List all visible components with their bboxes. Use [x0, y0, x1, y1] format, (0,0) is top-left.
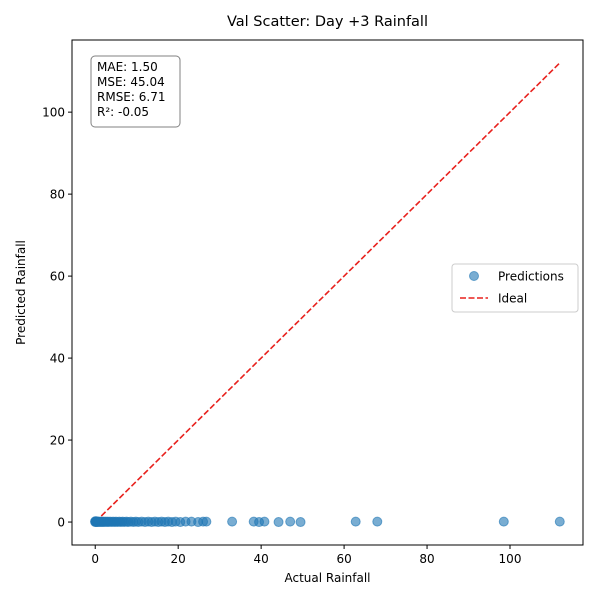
y-tick-label-80: 80: [50, 188, 65, 202]
y-axis-label: Predicted Rainfall: [14, 240, 28, 345]
x-tick-label-80: 80: [419, 552, 434, 566]
x-axis-label: Actual Rainfall: [284, 571, 370, 585]
x-tick-label-100: 100: [499, 552, 522, 566]
y-tick-label-20: 20: [50, 434, 65, 448]
prediction-point: [201, 516, 212, 527]
chart-title: Val Scatter: Day +3 Rainfall: [227, 14, 428, 30]
x-tick-label-40: 40: [253, 552, 268, 566]
y-axis-ticks: 0 20 40 60 80 100: [42, 106, 72, 530]
y-tick-label-100: 100: [42, 106, 65, 120]
prediction-point: [259, 516, 270, 527]
y-tick-label-40: 40: [50, 352, 65, 366]
stats-box: MAE: 1.50 MSE: 45.04 RMSE: 6.71 R²: -0.0…: [90, 55, 181, 128]
x-tick-label-20: 20: [171, 552, 186, 566]
x-tick-label-0: 0: [91, 552, 99, 566]
prediction-point: [295, 517, 306, 528]
y-tick-label-60: 60: [50, 270, 65, 284]
prediction-point: [227, 516, 238, 527]
legend-frame: [451, 263, 579, 313]
plot-frame: [71, 39, 584, 546]
prediction-point: [350, 516, 361, 527]
stats-mse: MSE: 45.04: [97, 75, 165, 89]
prediction-point: [554, 516, 565, 527]
ideal-line: [94, 62, 561, 523]
ideal-line-layer: [94, 62, 561, 523]
stats-r2: R²: -0.05: [97, 105, 149, 119]
stats-rmse: RMSE: 6.71: [97, 90, 165, 104]
prediction-points-layer: [90, 516, 565, 528]
legend-label-predictions: Predictions: [498, 270, 564, 284]
stats-box-frame: [90, 55, 181, 128]
prediction-point: [498, 516, 509, 527]
prediction-point: [285, 516, 296, 527]
x-tick-label-60: 60: [336, 552, 351, 566]
legend: Predictions Ideal: [451, 263, 579, 313]
legend-marker-predictions: [469, 271, 479, 281]
stats-mae: MAE: 1.50: [97, 60, 158, 74]
prediction-point: [372, 516, 383, 527]
x-axis-ticks: 0 20 40 60 80 100: [91, 545, 521, 566]
prediction-point: [273, 517, 284, 528]
legend-label-ideal: Ideal: [498, 292, 527, 306]
y-tick-label-0: 0: [57, 516, 65, 530]
